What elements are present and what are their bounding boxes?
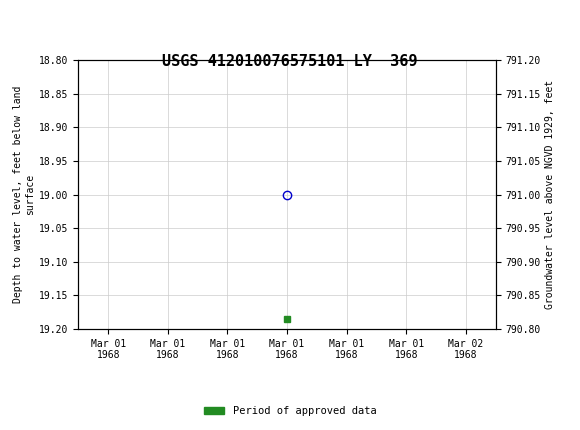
Y-axis label: Groundwater level above NGVD 1929, feet: Groundwater level above NGVD 1929, feet	[545, 80, 555, 309]
Y-axis label: Depth to water level, feet below land
surface: Depth to water level, feet below land su…	[13, 86, 35, 303]
Text: USGS 412010076575101 LY  369: USGS 412010076575101 LY 369	[162, 54, 418, 69]
Text: ≡USGS: ≡USGS	[5, 14, 75, 31]
Legend: Period of approved data: Period of approved data	[200, 402, 380, 421]
